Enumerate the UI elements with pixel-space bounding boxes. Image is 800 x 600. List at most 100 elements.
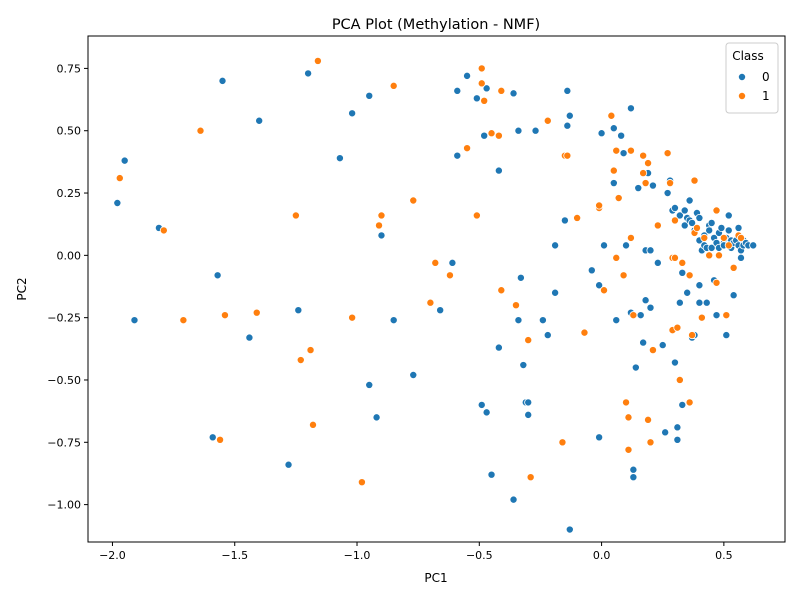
point-class-0 xyxy=(551,241,560,250)
point-class-1 xyxy=(644,415,653,424)
point-class-1 xyxy=(705,251,714,260)
point-class-0 xyxy=(372,413,381,422)
point-class-1 xyxy=(179,316,188,325)
y-tick-label: 0.00 xyxy=(57,249,82,262)
point-class-1 xyxy=(580,328,589,337)
point-class-1 xyxy=(670,253,679,262)
point-class-0 xyxy=(712,311,721,320)
point-class-0 xyxy=(472,94,481,103)
point-class-1 xyxy=(375,221,384,230)
point-class-1 xyxy=(497,86,506,95)
point-class-1 xyxy=(666,179,675,188)
point-class-1 xyxy=(690,176,699,185)
y-tick-label: −0.75 xyxy=(47,436,81,449)
point-class-0 xyxy=(600,241,609,250)
point-class-0 xyxy=(646,246,655,255)
point-class-0 xyxy=(543,331,552,340)
point-class-0 xyxy=(494,343,503,352)
point-class-1 xyxy=(629,311,638,320)
y-tick-label: 0.50 xyxy=(57,125,82,138)
point-class-0 xyxy=(480,131,489,140)
point-class-0 xyxy=(707,218,716,227)
point-class-1 xyxy=(487,129,496,138)
point-class-0 xyxy=(409,370,418,379)
point-class-1 xyxy=(600,286,609,295)
point-class-0 xyxy=(463,71,472,80)
point-class-0 xyxy=(626,104,635,113)
scatter-marks xyxy=(113,56,758,534)
point-class-0 xyxy=(695,298,704,307)
point-class-0 xyxy=(685,196,694,205)
point-class-0 xyxy=(477,400,486,409)
point-class-0 xyxy=(678,268,687,277)
point-class-1 xyxy=(291,211,300,220)
point-class-1 xyxy=(563,151,572,160)
point-class-1 xyxy=(639,151,648,160)
legend: Class 0 1 xyxy=(725,42,779,114)
point-class-0 xyxy=(348,109,357,118)
point-class-0 xyxy=(695,281,704,290)
x-tick-label: −0.5 xyxy=(466,549,493,562)
point-class-1 xyxy=(377,211,386,220)
point-class-0 xyxy=(482,408,491,417)
point-class-1 xyxy=(431,258,440,267)
point-class-0 xyxy=(130,316,139,325)
point-class-0 xyxy=(487,470,496,479)
point-class-0 xyxy=(673,435,682,444)
point-class-1 xyxy=(524,336,533,345)
point-class-0 xyxy=(729,291,738,300)
point-class-1 xyxy=(673,323,682,332)
point-class-1 xyxy=(607,111,616,120)
axes: −2.0 −1.5 −1.0 −0.5 0.0 0.5 −1.00 −0.75 −0.50 −0.… xyxy=(47,62,732,562)
point-class-1 xyxy=(675,375,684,384)
point-class-0 xyxy=(213,271,222,280)
point-class-0 xyxy=(641,296,650,305)
point-class-1 xyxy=(626,146,635,155)
point-class-1 xyxy=(497,286,506,295)
point-class-0 xyxy=(509,495,518,504)
point-class-0 xyxy=(482,84,491,93)
point-class-0 xyxy=(749,241,758,250)
point-class-0 xyxy=(453,86,462,95)
legend-label-class-1: 1 xyxy=(762,89,770,103)
point-class-0 xyxy=(560,216,569,225)
point-class-1 xyxy=(648,346,657,355)
point-class-1 xyxy=(220,311,229,320)
point-class-1 xyxy=(609,166,618,175)
point-class-0 xyxy=(519,361,528,370)
point-class-0 xyxy=(724,226,733,235)
point-class-0 xyxy=(648,181,657,190)
point-class-0 xyxy=(688,218,697,227)
point-class-1 xyxy=(612,146,621,155)
point-class-1 xyxy=(313,56,322,65)
point-class-0 xyxy=(524,410,533,419)
y-tick-label: −0.50 xyxy=(47,374,81,387)
point-class-1 xyxy=(641,179,650,188)
point-class-0 xyxy=(516,273,525,282)
point-class-0 xyxy=(514,316,523,325)
point-class-0 xyxy=(658,341,667,350)
point-class-0 xyxy=(595,281,604,290)
point-class-1 xyxy=(736,233,745,242)
point-class-0 xyxy=(609,179,618,188)
point-class-0 xyxy=(675,298,684,307)
point-class-1 xyxy=(624,413,633,422)
point-class-0 xyxy=(695,213,704,222)
point-class-1 xyxy=(573,213,582,222)
point-class-0 xyxy=(617,131,626,140)
x-axis-label: PC1 xyxy=(424,571,447,585)
point-class-0 xyxy=(639,338,648,347)
plot-frame xyxy=(87,35,786,543)
point-class-0 xyxy=(531,126,540,135)
point-class-0 xyxy=(538,316,547,325)
point-class-1 xyxy=(722,311,731,320)
point-class-1 xyxy=(595,201,604,210)
point-class-1 xyxy=(692,223,701,232)
point-class-1 xyxy=(724,241,733,250)
point-class-0 xyxy=(661,428,670,437)
point-class-1 xyxy=(712,206,721,215)
y-tick-label: −0.25 xyxy=(47,312,81,325)
point-class-0 xyxy=(622,241,631,250)
point-class-1 xyxy=(389,81,398,90)
